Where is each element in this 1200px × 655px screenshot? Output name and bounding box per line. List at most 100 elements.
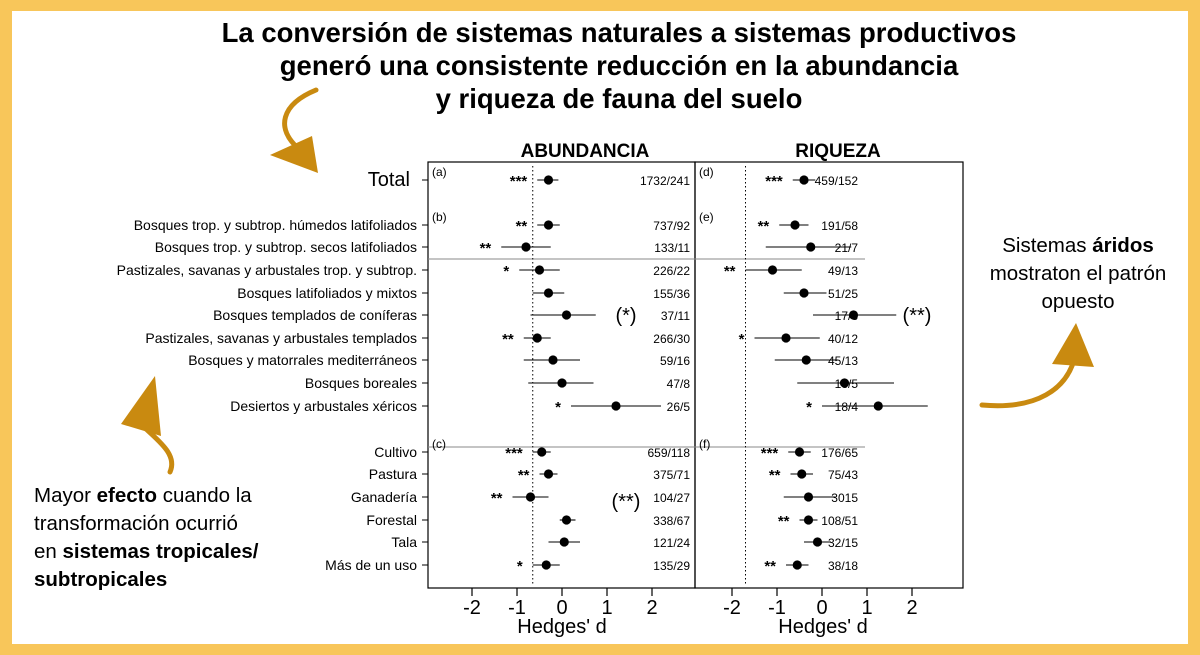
group-significance-label: (**) — [612, 491, 641, 513]
sample-size-label: 659/118 — [648, 446, 691, 460]
effect-point — [767, 265, 778, 275]
x-axis-label-riqueza: Hedges' d — [778, 616, 867, 638]
row-label: Tala — [391, 534, 417, 550]
sample-size-label: 47/8 — [667, 377, 691, 391]
panel-title-riqueza: RIQUEZA — [795, 141, 881, 162]
significance-label: *** — [765, 173, 783, 190]
sample-size-label: 133/11 — [654, 241, 690, 255]
sample-size-label: 75/43 — [828, 468, 858, 482]
effect-point — [801, 355, 811, 365]
effect-point — [799, 288, 809, 298]
x-tick-label: -2 — [463, 597, 481, 619]
sample-size-label: 266/30 — [653, 332, 690, 346]
row-label: Bosques trop. y subtrop. húmedos latifol… — [134, 217, 417, 233]
group-significance-label: (**) — [903, 305, 932, 327]
significance-label: ** — [724, 263, 736, 280]
significance-label: ** — [491, 490, 503, 507]
sample-size-label: 45/13 — [828, 354, 858, 368]
x-tick-label: 1 — [861, 597, 872, 619]
effect-point — [541, 560, 551, 570]
effect-point — [543, 175, 554, 185]
x-tick-label: 0 — [556, 597, 567, 619]
effect-point — [803, 492, 814, 502]
effect-point — [839, 378, 850, 388]
effect-point — [532, 333, 542, 343]
significance-label: ** — [769, 467, 781, 484]
effect-point — [561, 310, 572, 320]
x-tick-label: 1 — [601, 597, 612, 619]
effect-point — [559, 537, 569, 547]
row-label: Forestal — [366, 512, 417, 528]
significance-label: *** — [761, 445, 779, 462]
sample-size-label: 737/92 — [653, 219, 690, 233]
row-label: Pastizales, savanas y arbustales trop. y… — [117, 262, 417, 278]
x-tick-label: 2 — [646, 597, 657, 619]
note-right-line-3: opuesto — [1041, 290, 1115, 313]
page-title: La conversión de sistemas naturales a si… — [0, 16, 1200, 115]
sample-size-label: 21/7 — [835, 241, 859, 255]
sample-size-label: 59/16 — [660, 354, 690, 368]
title-line-3: y riqueza de fauna del suelo — [435, 83, 803, 114]
sample-size-label: 155/36 — [653, 287, 690, 301]
x-tick-label: -1 — [508, 597, 526, 619]
significance-label: * — [739, 331, 745, 348]
effect-point — [806, 242, 816, 252]
effect-point — [543, 288, 554, 298]
effect-point — [525, 492, 536, 502]
effect-point — [792, 560, 802, 570]
significance-label: ** — [516, 218, 528, 235]
sample-size-label: 17/8 — [835, 309, 859, 323]
row-label: Pastizales, savanas y arbustales templad… — [145, 330, 417, 346]
significance-label: * — [806, 399, 812, 416]
sample-size-label: 37/11 — [661, 309, 690, 323]
title-line-1: La conversión de sistemas naturales a si… — [221, 17, 1017, 48]
significance-label: ** — [502, 331, 514, 348]
arrow-left-icon — [121, 376, 175, 475]
sample-size-label: 13/5 — [835, 377, 859, 391]
note-left-bold-3: subtropicales — [34, 568, 168, 591]
effect-point — [794, 447, 805, 457]
content-area — [12, 11, 1188, 644]
arrow-top-icon — [270, 87, 319, 173]
panel-letter: (a) — [432, 165, 447, 179]
sample-size-label: 51/25 — [828, 287, 858, 301]
sample-size-label: 38/18 — [828, 559, 858, 573]
panel-letter: (f) — [699, 437, 710, 451]
sample-size-label: 191/58 — [821, 219, 858, 233]
effect-point — [534, 265, 545, 275]
sample-size-label: 176/65 — [821, 446, 858, 460]
arrow-right-icon — [979, 323, 1094, 409]
x-tick-label: 2 — [906, 597, 917, 619]
effect-point — [557, 378, 567, 388]
row-label: Bosques trop. y subtrop. secos latifolia… — [155, 239, 417, 255]
note-left-text-3: en — [34, 540, 63, 563]
effect-point — [799, 175, 809, 185]
effect-point — [803, 515, 814, 525]
significance-label: ** — [778, 513, 790, 530]
sample-size-label: 121/24 — [653, 536, 690, 550]
row-label: Cultivo — [374, 444, 417, 460]
row-label: Desiertos y arbustales xéricos — [230, 398, 417, 414]
sample-size-label: 108/51 — [821, 514, 858, 528]
sample-size-label: 40/12 — [828, 332, 858, 346]
effect-point — [848, 310, 859, 320]
significance-label: ** — [758, 218, 770, 235]
row-label: Bosques latifoliados y mixtos — [237, 285, 417, 301]
panel-letter: (e) — [699, 210, 714, 224]
row-label: Total — [368, 169, 410, 191]
significance-label: * — [555, 399, 561, 416]
row-label: Bosques templados de coníferas — [213, 307, 417, 323]
sample-size-label: 49/13 — [828, 264, 858, 278]
note-right-text-1: Sistemas — [1002, 234, 1093, 257]
significance-label: ** — [518, 467, 530, 484]
effect-point — [548, 355, 558, 365]
row-label: Pastura — [369, 466, 417, 482]
significance-label: ** — [480, 240, 492, 257]
significance-label: ** — [764, 558, 776, 575]
x-tick-label: -1 — [768, 597, 786, 619]
row-label: Bosques y matorrales mediterráneos — [188, 352, 417, 368]
significance-label: *** — [510, 173, 528, 190]
note-left: Mayor efecto cuando la transformación oc… — [34, 482, 314, 594]
sample-size-label: 3015 — [831, 491, 858, 505]
